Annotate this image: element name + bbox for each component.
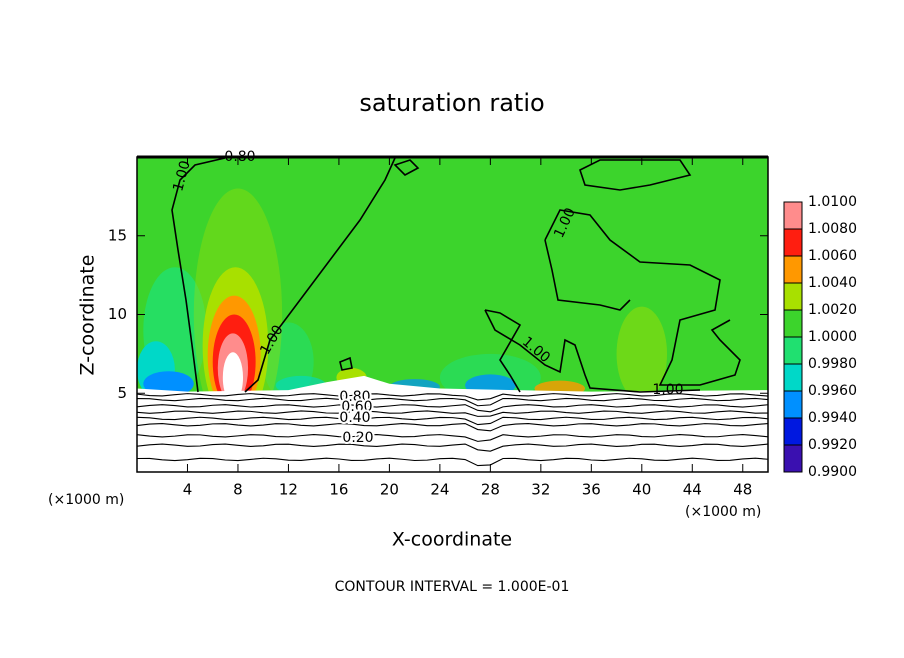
y-tick-label: 15 <box>108 226 127 244</box>
colorbar-tick-label: 1.0080 <box>808 221 857 237</box>
y-axis-label: Z-coordinate <box>77 255 99 376</box>
contour-label: 1.00 <box>170 159 194 193</box>
y-tick-label: 10 <box>108 305 127 323</box>
x-tick-label: 40 <box>632 481 651 499</box>
contour-line <box>137 416 768 426</box>
x-tick-label: 36 <box>582 481 601 499</box>
contour-line <box>579 159 692 191</box>
colorbar-band <box>784 229 802 256</box>
contour-line <box>137 404 768 413</box>
x-tick-label: 16 <box>329 481 348 499</box>
colorbar-band <box>784 202 802 229</box>
colorbar-tick-label: 0.9900 <box>808 464 857 480</box>
contour-label: 0.40 <box>339 410 370 426</box>
contour-line <box>339 356 353 371</box>
contour-label: 0.60 <box>341 399 372 415</box>
colorbar-tick-label: 1.0060 <box>808 248 857 264</box>
x-tick-label: 12 <box>279 481 298 499</box>
contour-line <box>544 209 741 386</box>
x-tick-label: 28 <box>481 481 500 499</box>
colorbar-band <box>784 445 802 472</box>
x-tick-label: 8 <box>233 481 243 499</box>
contour-label: 0.20 <box>342 430 373 446</box>
x-unit: (×1000 m) <box>48 492 124 508</box>
colorbar-tick-label: 1.0100 <box>808 194 857 210</box>
contour-line <box>137 397 768 407</box>
colorbar-tick-label: 1.0040 <box>808 275 857 291</box>
contour-field <box>137 157 768 472</box>
contour-line <box>137 422 768 432</box>
colorbar-band <box>784 310 802 337</box>
contour-label: 0.80 <box>339 389 370 405</box>
colorbar-tick-label: 0.9940 <box>808 410 857 426</box>
x-axis-label: X-coordinate <box>392 529 512 551</box>
colorbar-band <box>784 283 802 310</box>
colorbar-band <box>784 364 802 391</box>
colorbar-tick-label: 0.9960 <box>808 383 857 399</box>
contour-line <box>393 159 420 176</box>
x-tick-label: 4 <box>183 481 193 499</box>
contour-interval-note: CONTOUR INTERVAL = 1.000E-01 <box>335 579 570 595</box>
contour-line <box>137 434 768 442</box>
contour-line <box>244 157 396 393</box>
contour-line <box>544 239 631 311</box>
x-tick-label: 48 <box>733 481 752 499</box>
contour-line <box>137 443 768 452</box>
colorbar-band <box>784 391 802 418</box>
colorbar-band <box>784 418 802 445</box>
colorbar-tick-label: 0.9980 <box>808 356 857 372</box>
field-blob <box>222 352 244 403</box>
colorbar-tick-label: 1.0000 <box>808 329 857 345</box>
colorbar-band <box>784 256 802 283</box>
contour-line <box>171 157 226 393</box>
field-blob <box>616 306 668 402</box>
x-tick-label: 20 <box>380 481 399 499</box>
colorbar-band <box>784 337 802 364</box>
x-unit: (×1000 m) <box>685 504 761 520</box>
contour-line <box>137 457 768 467</box>
colorbar-tick-label: 0.9920 <box>808 437 857 453</box>
contour-line <box>484 309 522 393</box>
x-tick-label: 44 <box>683 481 702 499</box>
colorbar-tick-label: 1.0020 <box>808 302 857 318</box>
contour-line <box>137 410 768 417</box>
chart-title: saturation ratio <box>359 89 544 117</box>
y-tick-label: 5 <box>117 384 127 402</box>
x-tick-label: 32 <box>531 481 550 499</box>
contour-label: 1.00 <box>652 382 683 398</box>
x-tick-label: 24 <box>430 481 449 499</box>
contour-line <box>137 393 768 401</box>
contour-label: 0.80 <box>224 149 255 165</box>
